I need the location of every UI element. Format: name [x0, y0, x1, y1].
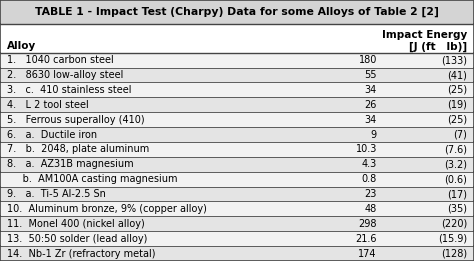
- Text: 21.6: 21.6: [356, 234, 377, 244]
- Text: 10.  Aluminum bronze, 9% (copper alloy): 10. Aluminum bronze, 9% (copper alloy): [7, 204, 207, 214]
- Bar: [0, 127, 474, 142]
- Text: 0.8: 0.8: [362, 174, 377, 184]
- Bar: [0, 112, 474, 127]
- Text: (7): (7): [453, 129, 467, 140]
- Text: Alloy: Alloy: [7, 41, 36, 51]
- Text: (0.6): (0.6): [444, 174, 467, 184]
- Bar: [0, 53, 474, 68]
- Text: 3.   c.  410 stainless steel: 3. c. 410 stainless steel: [7, 85, 132, 95]
- Text: (7.6): (7.6): [444, 144, 467, 155]
- Text: 11.  Monel 400 (nickel alloy): 11. Monel 400 (nickel alloy): [7, 219, 145, 229]
- Text: 5.   Ferrous superalloy (410): 5. Ferrous superalloy (410): [7, 115, 145, 125]
- Bar: [0, 172, 474, 187]
- Text: 55: 55: [365, 70, 377, 80]
- Text: 4.   L 2 tool steel: 4. L 2 tool steel: [7, 100, 89, 110]
- Text: (3.2): (3.2): [444, 159, 467, 169]
- Text: (128): (128): [441, 248, 467, 259]
- Text: 14.  Nb-1 Zr (refractory metal): 14. Nb-1 Zr (refractory metal): [7, 248, 155, 259]
- Text: 23: 23: [365, 189, 377, 199]
- Text: 174: 174: [358, 248, 377, 259]
- Text: (133): (133): [441, 55, 467, 65]
- Bar: [0, 24, 474, 53]
- Text: (41): (41): [447, 70, 467, 80]
- Text: (25): (25): [447, 115, 467, 125]
- Bar: [0, 216, 474, 231]
- Text: 13.  50:50 solder (lead alloy): 13. 50:50 solder (lead alloy): [7, 234, 147, 244]
- Text: [J (ft   lb)]: [J (ft lb)]: [409, 41, 467, 51]
- Text: 4.3: 4.3: [362, 159, 377, 169]
- Text: 9: 9: [371, 129, 377, 140]
- Text: 10.3: 10.3: [356, 144, 377, 155]
- Text: (19): (19): [447, 100, 467, 110]
- Text: b.  AM100A casting magnesium: b. AM100A casting magnesium: [7, 174, 178, 184]
- Bar: [0, 157, 474, 172]
- Text: (15.9): (15.9): [438, 234, 467, 244]
- Text: TABLE 1 - Impact Test (Charpy) Data for some Alloys of Table 2 [2]: TABLE 1 - Impact Test (Charpy) Data for …: [35, 7, 439, 17]
- Text: 7.   b.  2048, plate aluminum: 7. b. 2048, plate aluminum: [7, 144, 149, 155]
- Text: 1.   1040 carbon steel: 1. 1040 carbon steel: [7, 55, 114, 65]
- Text: (220): (220): [441, 219, 467, 229]
- Text: 8.   a.  AZ31B magnesium: 8. a. AZ31B magnesium: [7, 159, 134, 169]
- Text: (17): (17): [447, 189, 467, 199]
- Bar: [0, 187, 474, 201]
- Text: (35): (35): [447, 204, 467, 214]
- Bar: [0, 246, 474, 261]
- Bar: [0, 82, 474, 97]
- Text: 180: 180: [358, 55, 377, 65]
- Text: 34: 34: [365, 85, 377, 95]
- Bar: [0, 231, 474, 246]
- Bar: [0, 68, 474, 82]
- Bar: [0, 0, 474, 24]
- Text: 298: 298: [358, 219, 377, 229]
- Text: 2.   8630 low-alloy steel: 2. 8630 low-alloy steel: [7, 70, 124, 80]
- Bar: [0, 201, 474, 216]
- Text: 48: 48: [365, 204, 377, 214]
- Text: 26: 26: [365, 100, 377, 110]
- Bar: [0, 142, 474, 157]
- Text: 6.   a.  Ductile iron: 6. a. Ductile iron: [7, 129, 97, 140]
- Text: 9.   a.  Ti-5 Al-2.5 Sn: 9. a. Ti-5 Al-2.5 Sn: [7, 189, 106, 199]
- Text: (25): (25): [447, 85, 467, 95]
- Bar: [0, 97, 474, 112]
- Text: 34: 34: [365, 115, 377, 125]
- Text: Impact Energy: Impact Energy: [382, 30, 467, 40]
